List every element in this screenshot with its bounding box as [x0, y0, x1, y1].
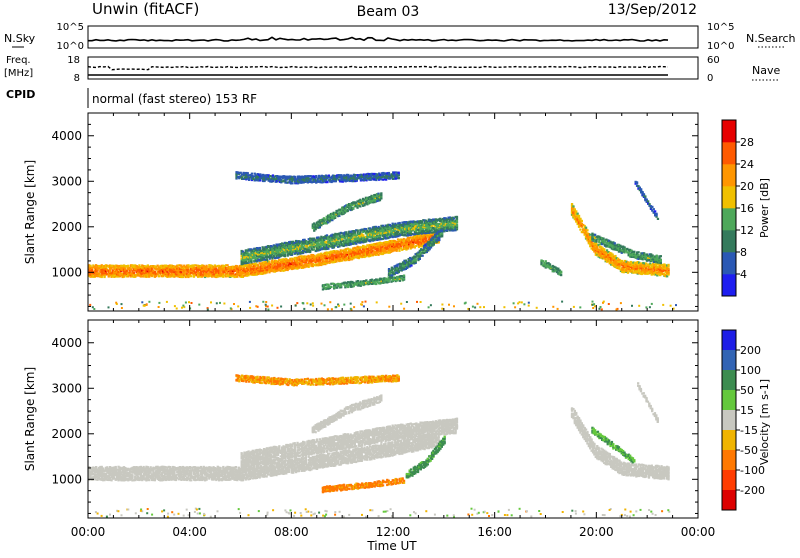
- noise-trace: [88, 37, 668, 41]
- echo-cell: [359, 205, 361, 207]
- noise-panel: N.Sky 10^5 10^0 10^5 10^0 N.Search: [4, 22, 796, 52]
- freq-left-tick-bottom: 8: [74, 73, 80, 84]
- noise-right-tick-bottom: 10^0: [707, 41, 734, 52]
- echo-cell: [397, 231, 399, 233]
- echo-cell: [247, 172, 249, 174]
- echo-cell: [259, 247, 261, 249]
- echo-cell: [398, 271, 400, 273]
- echo-cell: [345, 231, 347, 233]
- noise-panel-frame: [88, 26, 698, 48]
- echo-cell: [315, 175, 317, 177]
- freq-right-tick-top: 60: [707, 55, 720, 66]
- echo-cell: [422, 255, 424, 257]
- echo-cell: [268, 261, 270, 263]
- noise-right-label: N.Search: [746, 32, 796, 45]
- echo-cell: [398, 250, 400, 252]
- echo-cell: [124, 268, 126, 270]
- echo-cell: [257, 264, 259, 266]
- echo-cell: [438, 239, 440, 241]
- freq-label: Freq.: [6, 55, 31, 66]
- echo-cell: [398, 172, 400, 174]
- echo-cell: [330, 286, 332, 288]
- noise-right-tick-top: 10^5: [707, 22, 734, 33]
- cpid-label: CPID: [6, 88, 35, 101]
- beam-title: Beam 03: [357, 4, 420, 20]
- echo-cell: [441, 227, 443, 229]
- echo-cell: [380, 192, 382, 194]
- date-title: 13/Sep/2012: [608, 2, 697, 18]
- freq-unit-label: [MHz]: [4, 68, 33, 79]
- echo-cell: [291, 253, 293, 255]
- echo-cell: [127, 265, 129, 267]
- echo-cell: [352, 207, 354, 209]
- freq-left-tick-top: 18: [67, 55, 80, 66]
- echo-cell: [291, 182, 293, 184]
- echo-cell: [362, 234, 364, 236]
- echo-cell: [407, 247, 409, 249]
- echo-cell: [456, 216, 458, 218]
- frequency-panel: Freq. [MHz] 18 8 60 0 Nave: [4, 55, 780, 84]
- nave-label: Nave: [752, 64, 780, 77]
- power-echo-cells: [88, 171, 677, 311]
- noise-left-label: N.Sky: [4, 32, 36, 45]
- echo-cell: [327, 284, 329, 286]
- echo-cell: [357, 229, 359, 231]
- noise-left-tick-top: 10^5: [57, 22, 84, 33]
- echo-cell: [456, 221, 458, 223]
- echo-cell: [89, 265, 91, 267]
- echo-cell: [388, 172, 390, 174]
- station-title: Unwin (fitACF): [92, 0, 199, 18]
- frequency-trace: [88, 67, 668, 70]
- echo-cell: [456, 224, 458, 226]
- echo-cell: [294, 176, 296, 178]
- echo-cell: [251, 173, 253, 175]
- echo-cell: [158, 275, 160, 277]
- echo-cell: [326, 181, 328, 183]
- echo-cell: [399, 222, 401, 224]
- cpid-mode: normal (fast stereo) 153 RF: [92, 92, 257, 106]
- echo-cell: [205, 265, 207, 267]
- echo-cell: [398, 177, 400, 179]
- echo-cell: [328, 175, 330, 177]
- echo-cell: [133, 272, 135, 274]
- echo-cell: [190, 275, 192, 277]
- echo-cell: [441, 233, 443, 235]
- echo-cell: [419, 258, 421, 260]
- noise-left-tick-bottom: 10^0: [57, 41, 84, 52]
- freq-right-tick-bottom: 0: [707, 73, 713, 84]
- echo-cell: [266, 259, 268, 261]
